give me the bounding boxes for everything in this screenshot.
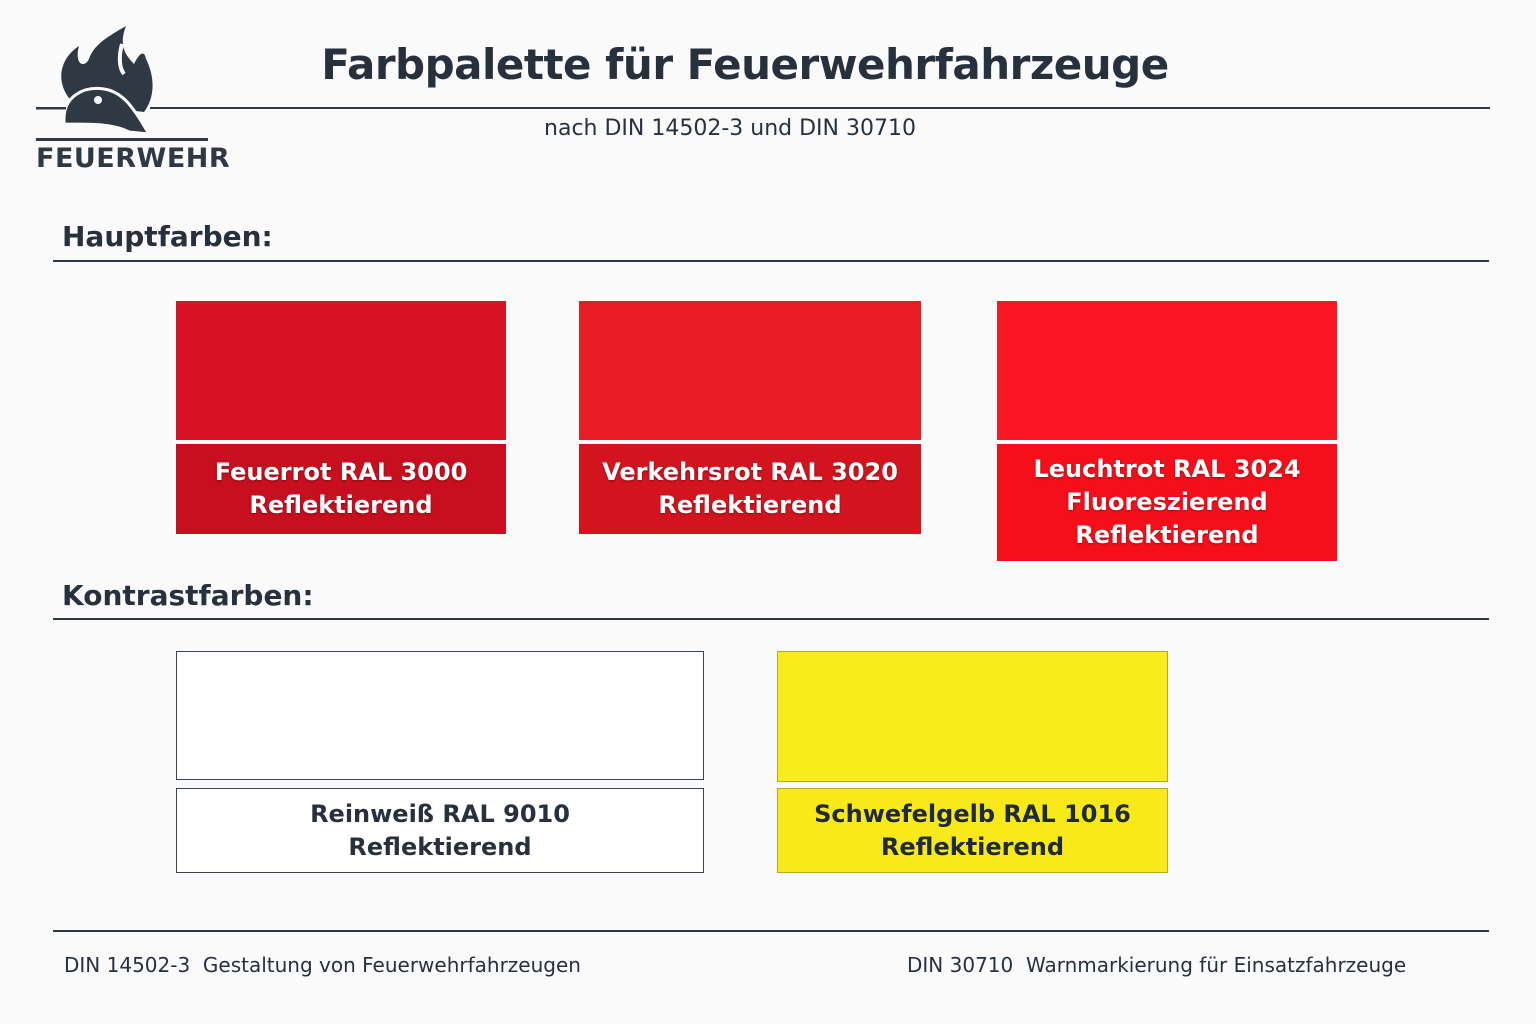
swatch-name: Schwefelgelb RAL 1016 — [814, 799, 1131, 828]
feuerwehr-logo: FEUERWEHR — [34, 24, 230, 174]
swatch-label: Leuchtrot RAL 3024 Fluoreszierend Reflekti… — [997, 444, 1337, 561]
swatch-label: Schwefelgelb RAL 1016 Reflektierend — [777, 788, 1168, 873]
swatch-name: Verkehrsrot RAL 3020 — [602, 458, 898, 486]
swatch-schwefelgelb: Schwefelgelb RAL 1016 Reflektierend — [777, 651, 1168, 873]
swatch-property: Fluoreszierend — [1066, 488, 1268, 516]
swatch-label: Verkehrsrot RAL 3020 Reflektierend — [579, 444, 921, 534]
title-divider — [150, 107, 1490, 109]
swatch-label: Reinweiß RAL 9010 Reflektierend — [176, 788, 704, 873]
page-title: Farbpalette für Feuerwehrfahrzeuge — [321, 40, 1169, 89]
page-subtitle: nach DIN 14502-3 und DIN 30710 — [544, 116, 916, 141]
swatch-property: Reflektierend — [249, 491, 433, 519]
swatch-property: Reflektierend — [348, 832, 532, 861]
swatch-property: Reflektierend — [658, 491, 842, 519]
footer-left-note: DIN 14502-3 Gestaltung von Feuerwehrfahr… — [64, 953, 581, 977]
swatch-name: Leuchtrot RAL 3024 — [1033, 455, 1301, 483]
section-heading-contrast: Kontrastfarben: — [62, 579, 314, 612]
color-sample — [176, 301, 506, 440]
section-divider — [53, 260, 1489, 262]
color-sample — [579, 301, 921, 440]
swatch-name: Feuerrot RAL 3000 — [214, 458, 468, 486]
section-divider — [53, 618, 1489, 620]
swatch-reinweiss: Reinweiß RAL 9010 Reflektierend — [176, 651, 704, 873]
section-heading-main: Hauptfarben: — [62, 220, 273, 253]
helmet-flame-icon — [36, 26, 153, 136]
swatch-property: Reflektierend — [1075, 521, 1259, 549]
swatch-property: Reflektierend — [880, 832, 1065, 861]
color-sample — [777, 651, 1168, 782]
swatch-label: Feuerrot RAL 3000 Reflektierend — [176, 444, 506, 534]
footer-divider — [53, 930, 1489, 932]
logo-text: FEUERWEHR — [36, 143, 231, 174]
swatch-name: Reinweiß RAL 9010 — [310, 799, 570, 828]
color-sample — [176, 651, 704, 780]
swatch-feuerrot: Feuerrot RAL 3000 Reflektierend — [176, 301, 506, 534]
footer-right-note: DIN 30710 Warnmarkierung für Einsatzfahr… — [907, 953, 1407, 977]
swatch-leuchtrot: Leuchtrot RAL 3024 Fluoreszierend Reflekti… — [997, 301, 1337, 561]
swatch-verkehrsrot: Verkehrsrot RAL 3020 Reflektierend — [579, 301, 921, 534]
color-sample — [997, 301, 1337, 440]
